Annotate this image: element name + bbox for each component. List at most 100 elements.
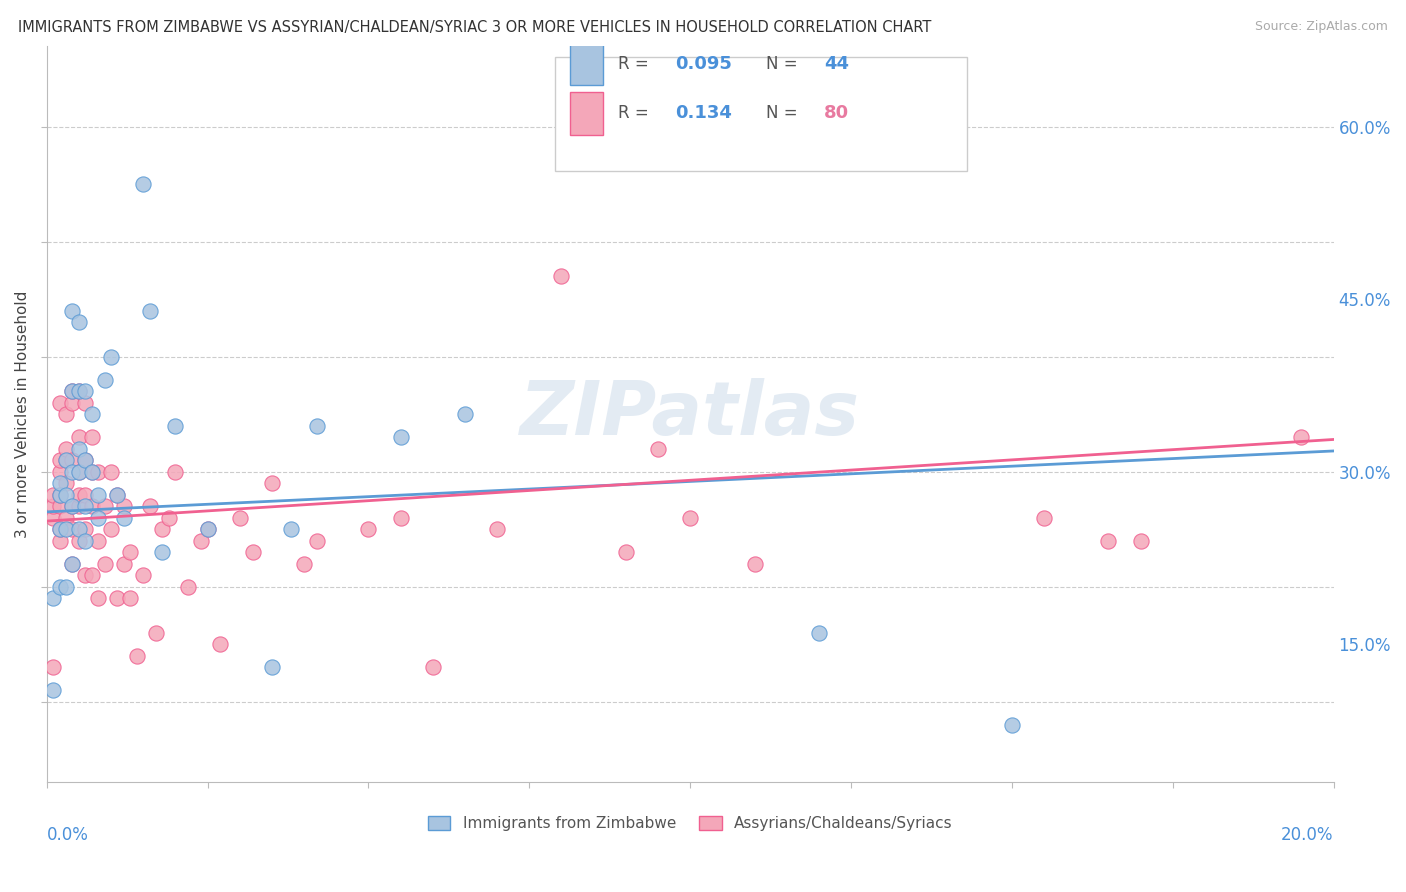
Point	[75, 488, 97, 502]
Point	[60, 499, 83, 513]
Text: Source: ZipAtlas.com: Source: ZipAtlas.com	[1254, 20, 1388, 33]
Point	[67, 465, 90, 479]
Point	[100, 465, 122, 479]
Point	[80, 407, 103, 421]
Point	[75, 499, 97, 513]
Point	[75, 384, 97, 399]
Point	[209, 637, 232, 651]
FancyBboxPatch shape	[571, 43, 603, 86]
Text: 0.0%: 0.0%	[46, 826, 89, 844]
Text: IMMIGRANTS FROM ZIMBABWE VS ASSYRIAN/CHALDEAN/SYRIAC 3 OR MORE VEHICLES IN HOUSE: IMMIGRANTS FROM ZIMBABWE VS ASSYRIAN/CHA…	[18, 20, 932, 35]
Point	[67, 430, 90, 444]
Text: 20.0%: 20.0%	[1281, 826, 1334, 844]
Point	[80, 430, 103, 444]
Point	[67, 465, 90, 479]
Point	[197, 522, 219, 536]
Point	[138, 303, 160, 318]
Point	[67, 533, 90, 548]
Point	[120, 591, 142, 606]
Point	[87, 510, 110, 524]
Point	[107, 591, 129, 606]
Point	[67, 442, 90, 456]
Point	[60, 453, 83, 467]
Point	[422, 660, 444, 674]
Point	[60, 522, 83, 536]
Point	[389, 430, 412, 444]
Point	[87, 465, 110, 479]
Point	[93, 373, 115, 387]
Point	[48, 533, 70, 548]
Point	[112, 499, 135, 513]
Point	[42, 510, 65, 524]
Point	[75, 568, 97, 582]
Point	[55, 407, 77, 421]
Point	[48, 395, 70, 409]
Point	[647, 442, 669, 456]
Point	[145, 625, 167, 640]
Point	[60, 384, 83, 399]
Point	[75, 395, 97, 409]
Point	[807, 625, 830, 640]
Point	[305, 533, 328, 548]
Point	[60, 557, 83, 571]
Point	[55, 453, 77, 467]
Point	[197, 522, 219, 536]
Point	[260, 476, 283, 491]
Point	[80, 465, 103, 479]
Text: 44: 44	[824, 55, 849, 73]
Point	[107, 488, 129, 502]
Point	[67, 315, 90, 329]
Point	[75, 522, 97, 536]
Point	[165, 418, 187, 433]
Point	[87, 488, 110, 502]
Point	[165, 465, 187, 479]
Point	[550, 269, 572, 284]
Point	[936, 62, 959, 77]
Point	[60, 499, 83, 513]
Point	[120, 545, 142, 559]
Point	[55, 510, 77, 524]
Point	[55, 442, 77, 456]
Point	[48, 476, 70, 491]
Point	[42, 660, 65, 674]
Point	[60, 557, 83, 571]
Point	[75, 533, 97, 548]
Point	[357, 522, 380, 536]
Point	[67, 384, 90, 399]
Point	[75, 453, 97, 467]
Point	[1033, 510, 1056, 524]
Point	[132, 568, 155, 582]
Point	[80, 465, 103, 479]
Point	[75, 453, 97, 467]
FancyBboxPatch shape	[571, 92, 603, 135]
Point	[42, 499, 65, 513]
Point	[389, 510, 412, 524]
Point	[100, 350, 122, 364]
Point	[80, 568, 103, 582]
Point	[280, 522, 302, 536]
Point	[454, 407, 477, 421]
Text: N =: N =	[766, 55, 797, 73]
Text: ZIPatlas: ZIPatlas	[520, 377, 860, 450]
Point	[305, 418, 328, 433]
Point	[60, 465, 83, 479]
Point	[93, 557, 115, 571]
Point	[614, 545, 637, 559]
Text: R =: R =	[619, 104, 648, 122]
Point	[48, 465, 70, 479]
Point	[157, 510, 180, 524]
Point	[190, 533, 212, 548]
Point	[48, 580, 70, 594]
Point	[112, 557, 135, 571]
Point	[48, 453, 70, 467]
Point	[42, 488, 65, 502]
Point	[1097, 533, 1119, 548]
Point	[67, 488, 90, 502]
Point	[138, 499, 160, 513]
Text: 80: 80	[824, 104, 849, 122]
Text: R =: R =	[619, 55, 648, 73]
Point	[486, 522, 509, 536]
Point	[55, 476, 77, 491]
Point	[55, 453, 77, 467]
Point	[1001, 717, 1024, 731]
